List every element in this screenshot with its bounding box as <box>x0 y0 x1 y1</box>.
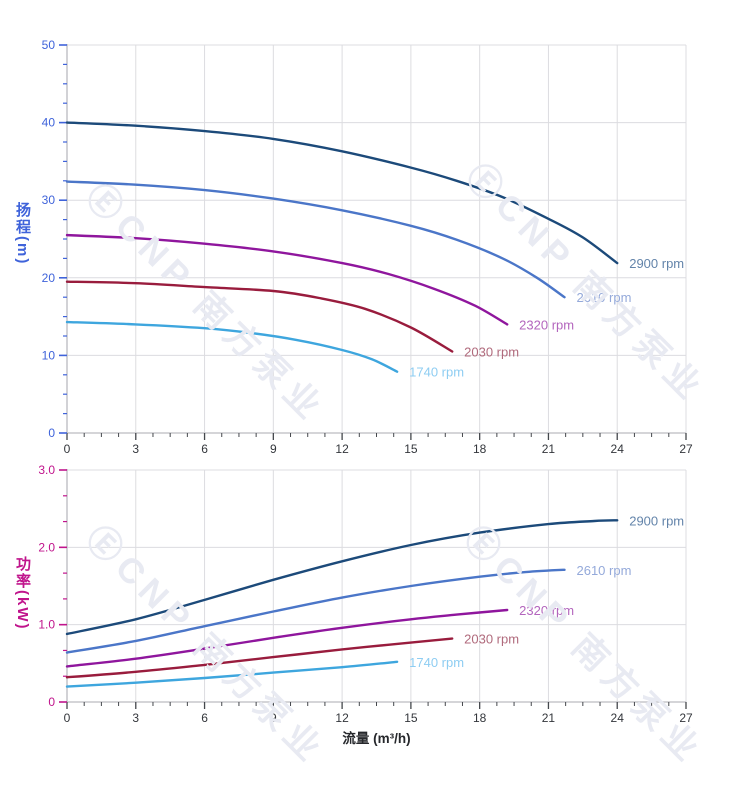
curve-2610-rpm <box>65 568 566 654</box>
y-tick-label: 10 <box>42 348 56 362</box>
y-tick-label: 50 <box>42 38 56 52</box>
curve-1740-rpm <box>65 320 399 373</box>
curve-2610-rpm <box>65 180 566 299</box>
axis-ticks <box>59 469 687 709</box>
curve-label-2030-rpm: 2030 rpm <box>464 632 519 647</box>
curve-2900-rpm <box>65 519 619 636</box>
curve-1740-rpm <box>65 660 399 688</box>
curve-label-2320-rpm: 2320 rpm <box>519 603 574 618</box>
power-axis-title: 功率(kW) <box>14 556 31 631</box>
y-tick-label: 0 <box>48 695 55 709</box>
curve-label-1740-rpm: 1740 rpm <box>409 655 464 670</box>
gridlines <box>67 44 687 433</box>
curve-2320-rpm <box>65 233 509 326</box>
curve-2030-rpm <box>65 280 454 353</box>
y-tick-label: 2.0 <box>38 540 55 554</box>
y-tick-label: 20 <box>42 271 56 285</box>
x-tick-label: 15 <box>404 442 418 456</box>
gridlines <box>67 469 687 702</box>
y-tick-label: 40 <box>42 116 56 130</box>
head-axis-title: 扬程(m) <box>14 202 31 266</box>
axis-ticks <box>59 44 687 440</box>
y-tick-label: 3.0 <box>38 463 55 477</box>
x-tick-label: 0 <box>64 442 71 456</box>
x-tick-label: 21 <box>542 711 556 725</box>
x-tick-label: 15 <box>404 711 418 725</box>
x-tick-label: 12 <box>335 711 349 725</box>
x-tick-label: 6 <box>201 711 208 725</box>
curve-label-2320-rpm: 2320 rpm <box>519 317 574 332</box>
x-tick-label: 24 <box>611 442 625 456</box>
curve-2320-rpm <box>65 608 509 668</box>
y-tick-label: 30 <box>42 193 56 207</box>
power-vs-flow-chart: 0 3 6 9 12 15 18 21 24 27 0 1.0 2.0 3.0 2900 rpm 2610 r… <box>38 463 693 725</box>
x-tick-label: 18 <box>473 711 487 725</box>
x-tick-label: 18 <box>473 442 487 456</box>
curve-label-2900-rpm: 2900 rpm <box>629 256 684 271</box>
x-tick-label: 3 <box>132 711 139 725</box>
curve-label-2610-rpm: 2610 rpm <box>576 563 631 578</box>
curve-label-2610-rpm: 2610 rpm <box>576 290 631 305</box>
x-tick-label: 21 <box>542 442 556 456</box>
x-tick-label: 6 <box>201 442 208 456</box>
x-tick-label: 3 <box>132 442 139 456</box>
x-tick-label: 12 <box>335 442 349 456</box>
x-tick-label: 9 <box>270 442 277 456</box>
flow-axis-title: 流量 (m³/h) <box>342 731 411 746</box>
y-tick-label: 1.0 <box>38 618 55 632</box>
curve-label-1740-rpm: 1740 rpm <box>409 365 464 380</box>
x-tick-label: 0 <box>64 711 71 725</box>
head-vs-flow-chart: 0 3 6 9 12 15 18 21 24 27 0 10 20 30 40 50 2900 rpm 2610 … <box>42 38 693 456</box>
x-tick-label: 9 <box>270 711 277 725</box>
y-tick-label: 0 <box>48 426 55 440</box>
x-tick-label: 24 <box>611 711 625 725</box>
curve-label-2900-rpm: 2900 rpm <box>629 513 684 528</box>
curve-label-2030-rpm: 2030 rpm <box>464 345 519 360</box>
curve-2900-rpm <box>65 121 619 265</box>
x-tick-label: 27 <box>679 442 693 456</box>
curve-2030-rpm <box>65 637 454 679</box>
x-tick-label: 27 <box>679 711 693 725</box>
